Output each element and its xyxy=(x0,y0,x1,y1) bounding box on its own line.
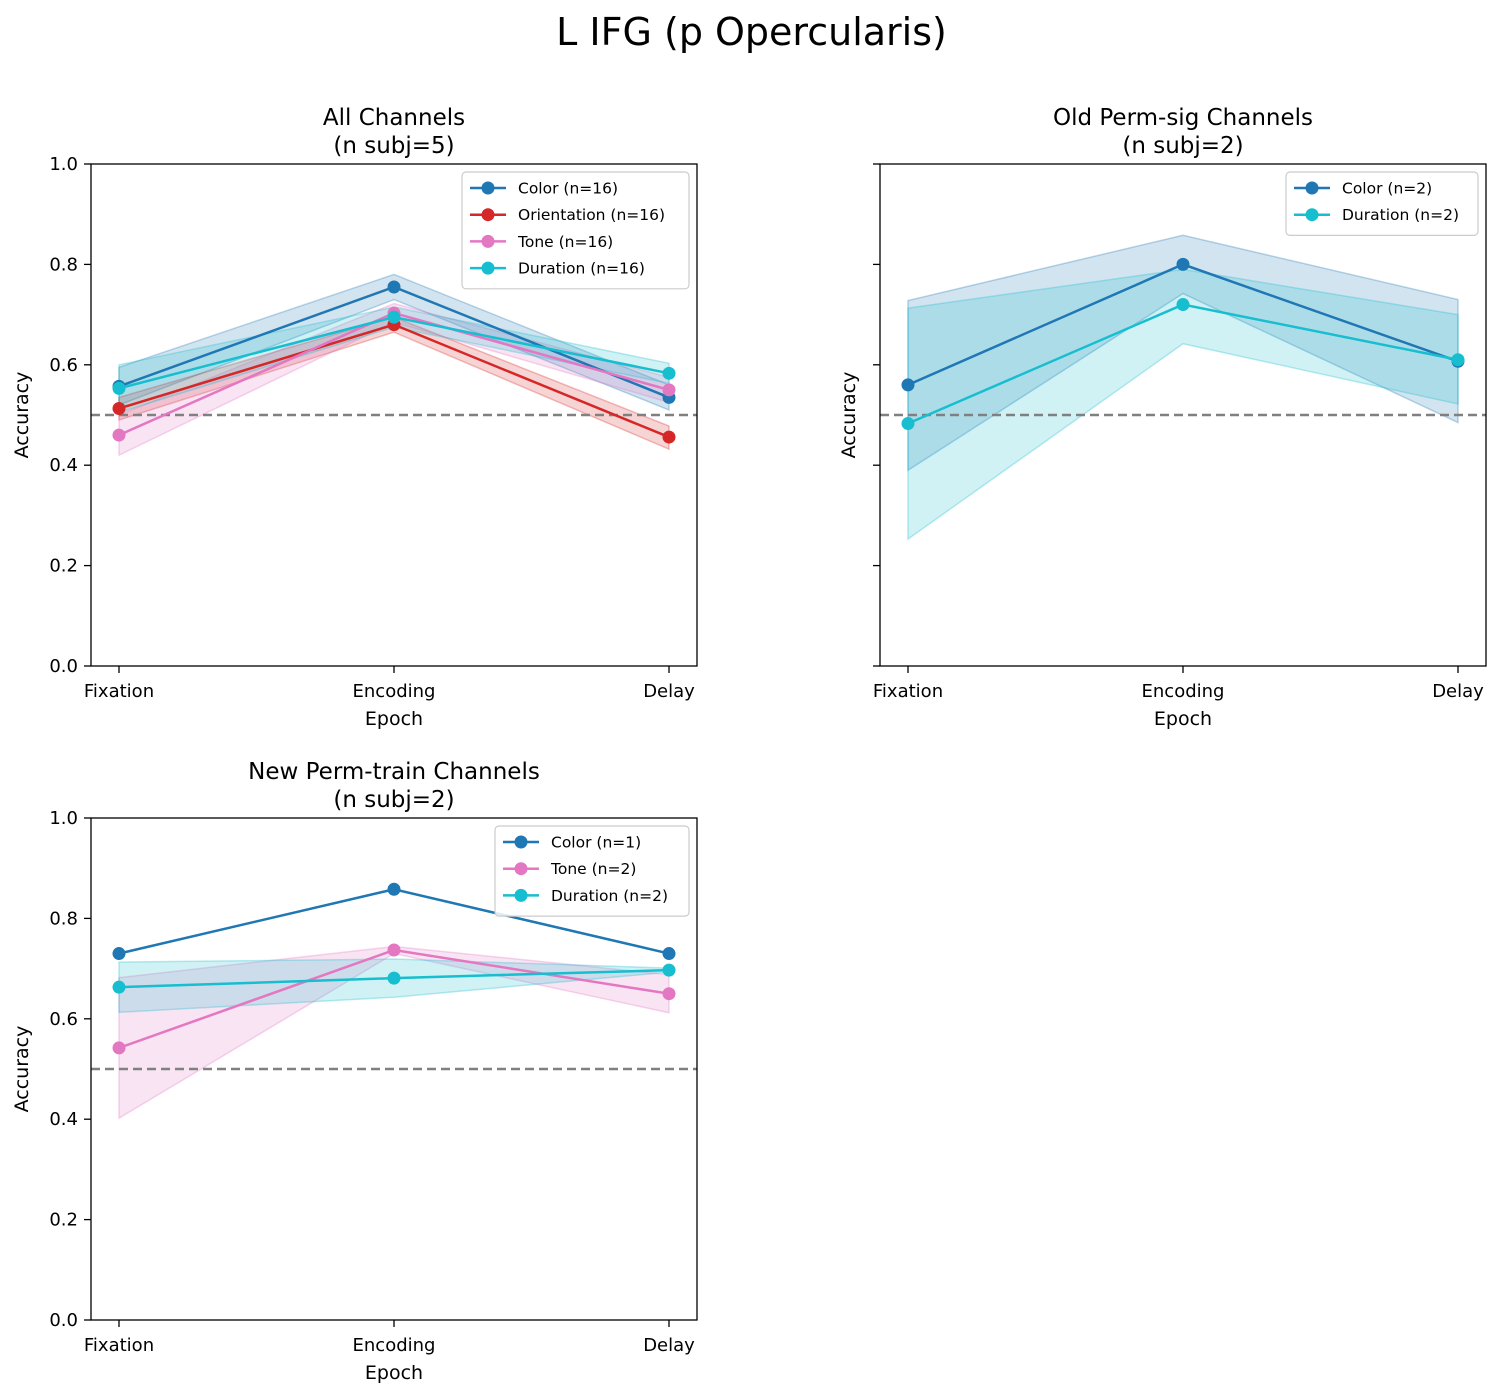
y-tick-label: 0.4 xyxy=(49,1109,78,1130)
x-tick-label: Fixation xyxy=(84,1335,154,1356)
data-point-color xyxy=(662,947,676,961)
y-tick-label: 0.8 xyxy=(49,254,78,275)
x-tick-label: Delay xyxy=(643,681,695,702)
legend-label-duration: Duration (n=16) xyxy=(518,260,645,278)
data-point-duration xyxy=(387,971,401,985)
y-tick-label: 0.6 xyxy=(49,1009,78,1030)
x-axis-label: Epoch xyxy=(365,708,423,730)
data-point-duration xyxy=(112,980,126,994)
data-point-tone xyxy=(112,1041,126,1055)
y-tick-label: 0.8 xyxy=(49,908,78,929)
legend-label-duration: Duration (n=2) xyxy=(1342,206,1459,224)
x-axis-label: Epoch xyxy=(365,1362,423,1384)
data-point-color xyxy=(1176,257,1190,271)
panel-subtitle: (n subj=2) xyxy=(333,787,454,813)
y-tick-label: 0.0 xyxy=(49,1310,78,1331)
legend-marker-color xyxy=(481,181,495,195)
panel-title: All Channels xyxy=(323,105,465,131)
chart-panel-3: 0.0 0.2 0.4 0.6 0.8 1.0 Fixation Encoding Delay E… xyxy=(11,759,698,1384)
legend-marker-orientation xyxy=(481,208,495,222)
data-point-orientation xyxy=(112,401,126,415)
data-point-duration xyxy=(1176,298,1190,312)
x-tick-label: Encoding xyxy=(353,1335,436,1356)
data-point-duration xyxy=(901,417,915,431)
y-axis-label: Accuracy xyxy=(11,372,33,459)
data-point-duration xyxy=(1451,353,1465,367)
legend-marker-color xyxy=(514,835,528,849)
legend-label-duration: Duration (n=2) xyxy=(551,887,668,905)
legend-label-color: Color (n=16) xyxy=(518,180,618,198)
legend-marker-duration xyxy=(1305,208,1319,222)
data-point-color xyxy=(387,882,401,896)
data-point-tone xyxy=(662,383,676,397)
figure-title: L IFG (p Opercularis) xyxy=(556,10,947,54)
data-point-orientation xyxy=(662,430,676,444)
legend-marker-color xyxy=(1305,181,1319,195)
legend-marker-duration xyxy=(514,888,528,902)
y-axis-label: Accuracy xyxy=(11,1026,33,1113)
data-point-color xyxy=(112,947,126,961)
panel-subtitle: (n subj=2) xyxy=(1122,133,1243,159)
legend-box xyxy=(494,825,690,917)
x-tick-label: Encoding xyxy=(1142,681,1225,702)
chart-panel-2: Fixation Encoding Delay Epoch Accuracy Old Pe… xyxy=(838,105,1487,730)
chart-panel-1: 0.0 0.2 0.4 0.6 0.8 1.0 Fixation Encoding Delay E… xyxy=(11,105,698,730)
data-point-duration xyxy=(387,310,401,324)
panel-title: Old Perm-sig Channels xyxy=(1053,105,1313,131)
legend-marker-tone xyxy=(514,862,528,876)
y-tick-label: 0.2 xyxy=(49,1210,78,1231)
x-axis-label: Epoch xyxy=(1154,708,1212,730)
data-point-duration xyxy=(662,366,676,380)
y-tick-label: 1.0 xyxy=(49,808,78,829)
y-axis-label: Accuracy xyxy=(838,372,860,459)
y-tick-label: 1.0 xyxy=(49,154,78,175)
legend-label-color: Color (n=2) xyxy=(1342,180,1432,198)
x-tick-label: Fixation xyxy=(873,681,943,702)
y-tick-label: 0.6 xyxy=(49,355,78,376)
data-point-color xyxy=(901,378,915,392)
x-tick-label: Delay xyxy=(1432,681,1484,702)
y-tick-label: 0.2 xyxy=(49,556,78,577)
data-point-tone xyxy=(662,987,676,1001)
data-point-duration xyxy=(662,963,676,977)
data-point-tone xyxy=(387,943,401,957)
y-tick-label: 0.0 xyxy=(49,656,78,677)
legend-label-tone: Tone (n=16) xyxy=(517,233,613,251)
legend-marker-tone xyxy=(481,234,495,248)
legend-label-tone: Tone (n=2) xyxy=(550,860,636,878)
data-point-tone xyxy=(112,428,126,442)
error-band-color xyxy=(907,234,1459,472)
legend-label-orientation: Orientation (n=16) xyxy=(518,206,665,224)
data-point-color xyxy=(387,280,401,294)
panel-subtitle: (n subj=5) xyxy=(333,133,454,159)
x-tick-label: Encoding xyxy=(353,681,436,702)
panel-title: New Perm-train Channels xyxy=(248,759,540,785)
legend-label-color: Color (n=1) xyxy=(551,834,641,852)
legend-box xyxy=(1285,171,1479,237)
y-tick-label: 0.4 xyxy=(49,455,78,476)
x-tick-label: Fixation xyxy=(84,681,154,702)
legend-box xyxy=(461,171,690,290)
x-tick-label: Delay xyxy=(643,1335,695,1356)
legend-marker-duration xyxy=(481,261,495,275)
data-point-duration xyxy=(112,381,126,395)
